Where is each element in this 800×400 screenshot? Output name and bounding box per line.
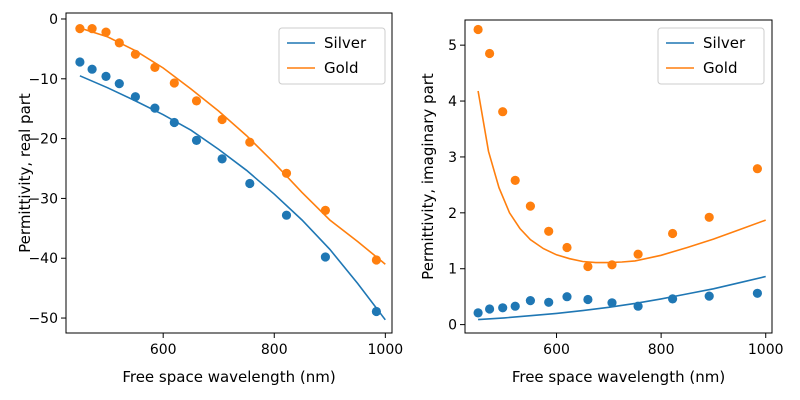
data-point-silver <box>371 306 381 317</box>
data-point-gold <box>245 137 255 147</box>
legend-label-silver: Silver <box>324 34 367 52</box>
x-axis-label: Free space wavelength (nm) <box>122 368 335 386</box>
data-point-silver <box>191 135 202 145</box>
data-point-gold <box>191 96 202 106</box>
y-tick-label: 0 <box>448 318 457 334</box>
data-point-gold <box>525 201 536 211</box>
data-point-silver <box>169 117 179 128</box>
data-point-silver <box>114 79 124 89</box>
data-point-gold <box>281 168 292 178</box>
data-point-silver <box>704 291 714 301</box>
x-tick-label: 1000 <box>368 342 404 358</box>
y-tick-label: 1 <box>448 262 457 278</box>
data-point-silver <box>544 297 554 307</box>
legend: Silver Gold <box>657 27 765 85</box>
y-tick-label: −10 <box>28 72 58 88</box>
data-point-gold <box>130 49 140 59</box>
data-point-gold <box>169 78 179 88</box>
data-point-gold <box>114 38 124 48</box>
data-point-silver <box>150 103 160 113</box>
data-point-silver <box>87 64 97 74</box>
legend-label-gold: Gold <box>324 59 359 77</box>
data-point-silver <box>473 308 483 318</box>
x-tick-label: 800 <box>648 342 675 358</box>
x-tick-label: 600 <box>150 342 177 358</box>
x-tick-label: 600 <box>543 342 570 358</box>
y-tick-label: 4 <box>448 94 457 110</box>
data-point-gold <box>101 27 111 37</box>
plot-frame <box>464 19 773 334</box>
chart-panel-imaginary: 600 800 1000 0 1 2 3 4 5 Free space wavelength (n… <box>419 19 784 386</box>
plot-frame <box>65 12 393 334</box>
y-tick-label: 3 <box>448 150 457 166</box>
data-point-silver <box>525 296 536 306</box>
y-tick-label: 2 <box>448 206 457 222</box>
data-point-gold <box>633 249 643 259</box>
data-point-silver <box>752 288 763 298</box>
data-point-gold <box>75 24 85 34</box>
data-point-gold <box>217 114 227 125</box>
data-point-gold <box>498 107 508 117</box>
series-line-gold <box>477 90 766 264</box>
data-point-silver <box>101 71 111 81</box>
y-tick-label: 0 <box>49 12 58 28</box>
y-tick-label: −20 <box>28 132 58 148</box>
data-point-gold <box>704 212 714 222</box>
data-point-silver <box>281 210 292 220</box>
y-axis-label: Permittivity, real part <box>16 93 34 253</box>
x-tick-label: 800 <box>261 342 288 358</box>
chart-panel-real: 600 800 1000 0 −10 −20 −30 −40 −50 Free space wav… <box>16 12 403 386</box>
data-point-gold <box>371 255 381 265</box>
y-tick-label: 5 <box>448 38 457 54</box>
x-axis-label: Free space wavelength (nm) <box>512 368 725 386</box>
y-axis-label: Permittivity, imaginary part <box>419 73 437 280</box>
data-point-silver <box>217 154 227 164</box>
data-point-silver <box>583 294 593 305</box>
data-point-silver <box>668 294 678 304</box>
data-point-silver <box>485 304 495 314</box>
data-point-silver <box>510 301 520 311</box>
data-point-gold <box>544 226 554 236</box>
data-point-silver <box>562 292 572 302</box>
data-point-silver <box>130 92 140 102</box>
data-point-gold <box>473 24 483 35</box>
series-line-gold <box>79 27 386 265</box>
x-tick-label: 1000 <box>748 342 784 358</box>
data-point-gold <box>87 24 97 34</box>
data-point-gold <box>752 164 763 174</box>
series-line-silver <box>478 275 766 321</box>
legend-label-gold: Gold <box>703 59 738 77</box>
legend-frame <box>657 27 765 85</box>
data-point-gold <box>583 261 593 272</box>
y-tick-label: −40 <box>28 251 58 267</box>
data-point-silver <box>245 178 255 189</box>
data-point-silver <box>633 301 643 311</box>
legend: Silver Gold <box>278 27 386 85</box>
y-tick-label: −50 <box>28 311 58 327</box>
data-point-silver <box>607 298 617 308</box>
legend-frame <box>278 27 386 85</box>
data-point-silver <box>75 57 85 67</box>
data-point-gold <box>562 242 572 253</box>
data-point-gold <box>485 48 495 59</box>
series-line-silver <box>79 75 386 321</box>
data-point-gold <box>607 260 617 270</box>
data-point-gold <box>668 228 678 239</box>
data-point-silver <box>320 252 330 262</box>
data-point-gold <box>510 175 520 185</box>
data-point-silver <box>498 303 508 313</box>
data-point-gold <box>150 62 160 72</box>
data-point-gold <box>320 205 330 215</box>
legend-label-silver: Silver <box>703 34 746 52</box>
y-tick-label: −30 <box>28 191 58 207</box>
